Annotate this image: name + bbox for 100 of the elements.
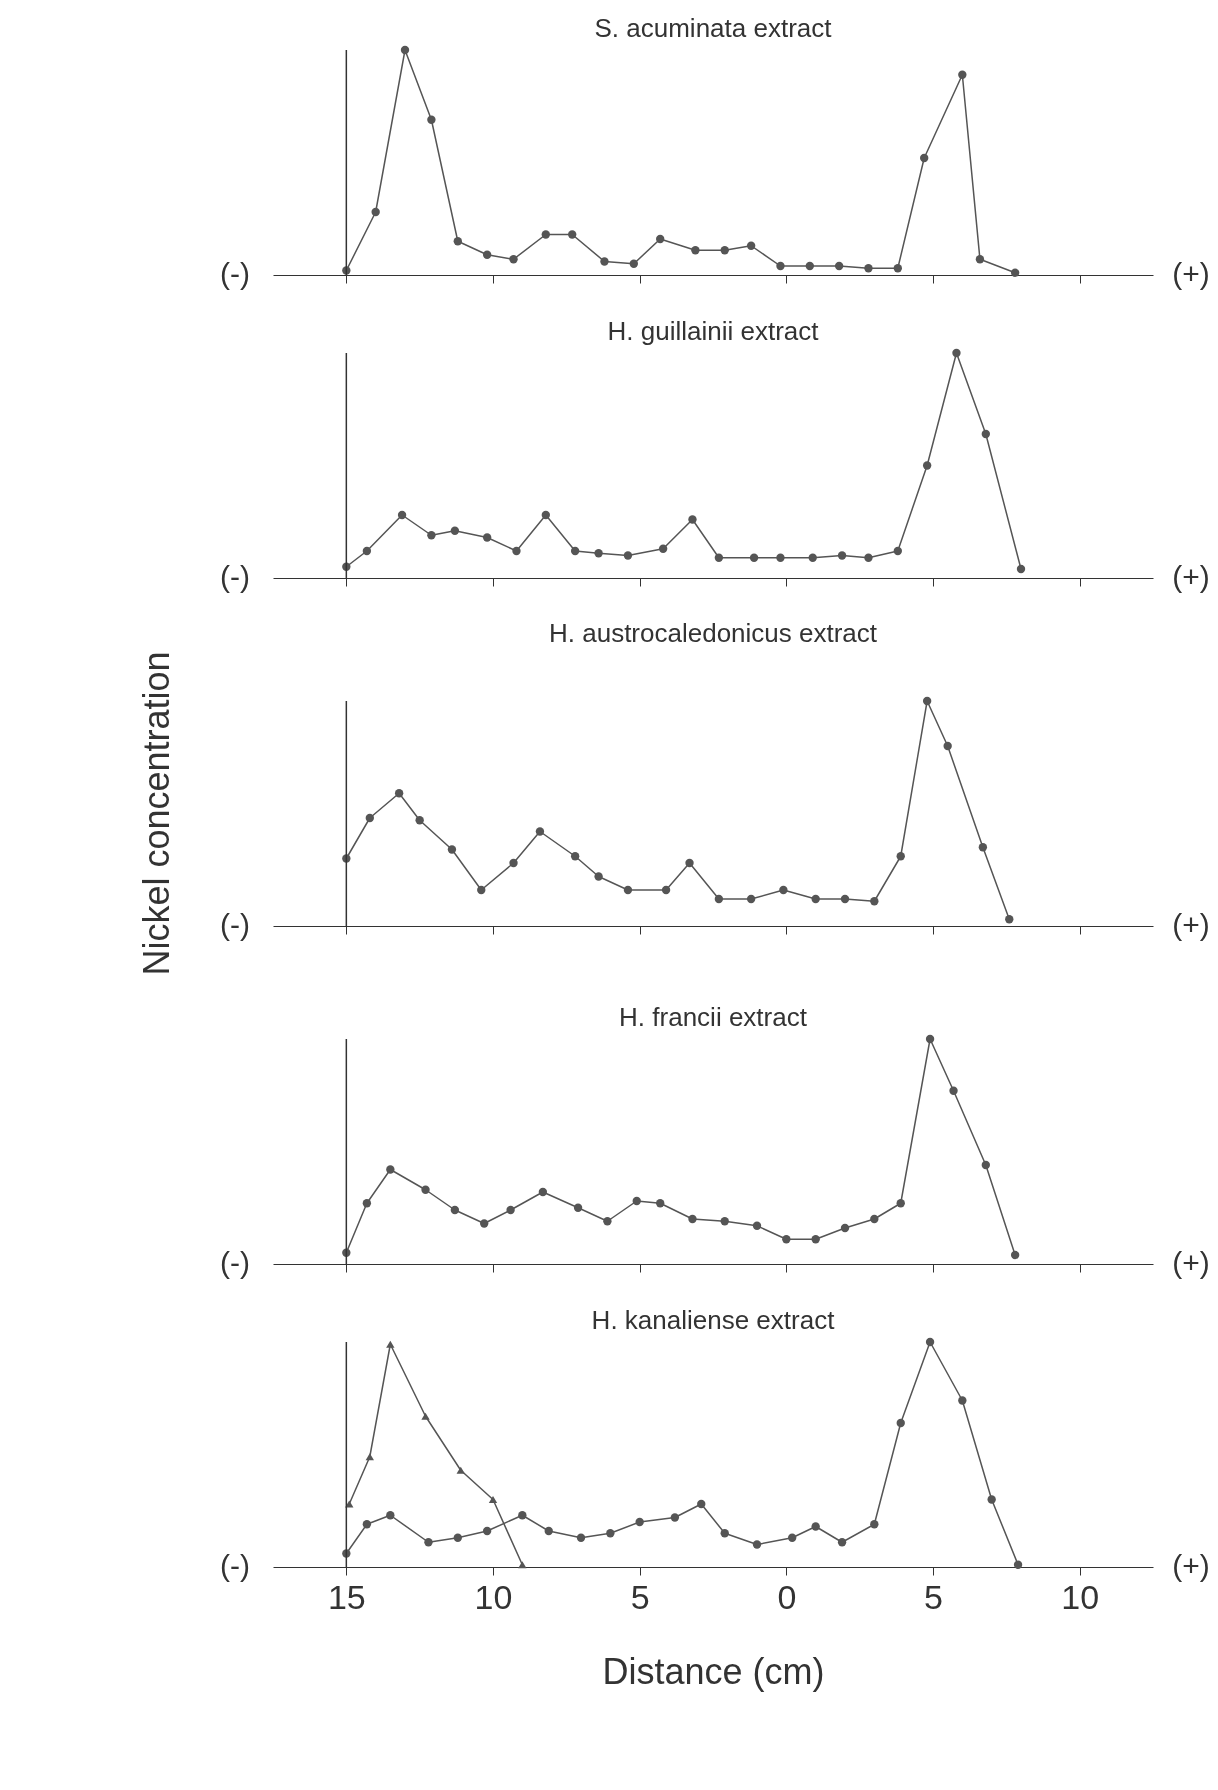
point — [661, 885, 671, 895]
point — [453, 1533, 462, 1542]
point — [450, 526, 460, 535]
point — [535, 827, 545, 836]
point — [896, 1418, 905, 1428]
point — [365, 1453, 374, 1461]
point — [811, 1235, 820, 1244]
point — [480, 1219, 489, 1228]
point — [538, 1187, 548, 1197]
point — [421, 1412, 430, 1420]
point — [345, 1500, 354, 1508]
point — [482, 1526, 492, 1536]
point — [386, 1340, 395, 1348]
point — [746, 241, 756, 250]
point — [811, 894, 820, 904]
point — [400, 45, 410, 55]
point — [362, 546, 372, 556]
point — [386, 1511, 395, 1520]
chart-title: H. francii extract — [619, 1001, 808, 1032]
point — [870, 897, 879, 906]
point — [870, 1214, 879, 1224]
point — [958, 1396, 967, 1405]
point — [720, 1529, 729, 1538]
point — [958, 70, 967, 79]
point — [453, 237, 462, 246]
point — [896, 1199, 905, 1208]
point — [893, 264, 902, 273]
point — [1010, 1250, 1020, 1260]
point — [864, 264, 873, 273]
point — [623, 885, 633, 895]
point — [811, 1522, 820, 1531]
x-tick-label: 15 — [327, 1577, 366, 1616]
point — [656, 234, 665, 244]
point — [776, 553, 785, 562]
point — [544, 1526, 553, 1536]
point — [691, 246, 700, 255]
point — [922, 696, 932, 706]
point — [779, 885, 788, 895]
point — [788, 1533, 797, 1542]
point — [920, 153, 929, 163]
point — [943, 741, 952, 751]
point — [697, 1499, 706, 1509]
point — [570, 852, 580, 861]
point — [749, 553, 759, 562]
point — [394, 789, 404, 798]
point — [509, 255, 518, 264]
text: (+) — [1172, 560, 1210, 593]
point — [488, 1495, 498, 1504]
point — [421, 1185, 430, 1194]
point — [386, 1165, 395, 1174]
point — [688, 1214, 697, 1224]
x-tick-label: 5 — [630, 1577, 650, 1616]
point — [752, 1540, 762, 1549]
point — [632, 1196, 641, 1206]
point — [834, 261, 844, 271]
text: (-) — [220, 1246, 250, 1279]
text: (-) — [220, 560, 250, 593]
point — [870, 1520, 879, 1529]
point — [362, 1520, 372, 1529]
point — [925, 1034, 935, 1044]
point — [541, 230, 550, 239]
point — [482, 250, 492, 259]
point — [600, 257, 609, 266]
x-axis-title: Distance (cm) — [602, 1650, 825, 1692]
point — [688, 515, 697, 524]
point — [720, 246, 729, 255]
chart-title: S. acuminata extract — [594, 12, 833, 43]
point — [506, 1205, 515, 1215]
point — [603, 1217, 612, 1226]
point — [714, 894, 724, 904]
point — [573, 1203, 583, 1212]
text: (+) — [1172, 1549, 1210, 1582]
text: (-) — [220, 257, 250, 290]
point — [1016, 564, 1026, 574]
point — [808, 553, 817, 562]
point — [424, 1538, 433, 1547]
point — [365, 813, 374, 823]
chart-title: H. kanaliense extract — [591, 1304, 836, 1335]
point — [837, 1538, 847, 1547]
point — [415, 816, 424, 825]
point — [952, 348, 961, 358]
point — [518, 1561, 527, 1569]
point — [477, 885, 486, 895]
point — [782, 1235, 791, 1244]
point — [518, 1511, 527, 1520]
point — [987, 1495, 996, 1504]
point — [752, 1221, 762, 1230]
point — [362, 1199, 372, 1208]
point — [450, 1205, 460, 1215]
chart-title: H. guillainii extract — [607, 315, 820, 346]
point — [447, 845, 457, 854]
point — [922, 461, 932, 470]
point — [1005, 915, 1014, 924]
point — [837, 551, 847, 560]
point — [1010, 268, 1020, 277]
point — [949, 1086, 958, 1095]
text: (+) — [1172, 908, 1210, 941]
text: (-) — [220, 1549, 250, 1582]
x-tick-label: 0 — [777, 1577, 797, 1616]
point — [776, 261, 785, 271]
